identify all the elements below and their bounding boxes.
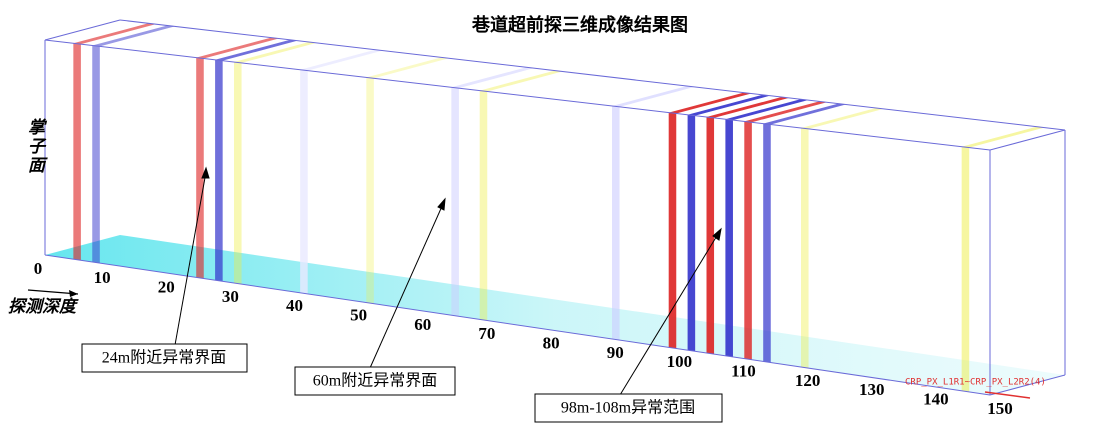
depth-tick-label: 140 — [923, 390, 949, 409]
depth-tick-label: 60 — [414, 315, 431, 334]
figure: 巷道超前探三维成像结果图 探测深度 0 10 20 30 40 50 60 70 80 90 100… — [0, 0, 1103, 424]
stripe — [801, 108, 884, 368]
stripe — [366, 57, 449, 303]
depth-tick-label: 90 — [607, 343, 624, 362]
depth-tick-label: 150 — [987, 399, 1013, 418]
stripe — [744, 101, 827, 359]
annotation: 60m附近异常界面 — [313, 372, 437, 390]
stripe — [962, 127, 1045, 392]
stripe — [451, 67, 534, 316]
depth-ticks: 0 10 20 30 40 50 60 70 80 90 100 110 120 130 140 150 — [34, 259, 1013, 418]
depth-tick-label: 10 — [94, 268, 111, 287]
stripe — [612, 86, 695, 340]
depth-tick-label: 110 — [731, 362, 756, 381]
edge — [45, 20, 120, 40]
depth-tick-label: 120 — [795, 371, 821, 390]
depth-tick-label: 20 — [158, 278, 175, 297]
page: 巷道超前探三维成像结果图 探测深度 0 10 20 30 40 50 60 70 80 90 100… — [0, 0, 1103, 424]
annotation: 24m附近异常界面 — [102, 349, 226, 367]
depth-tick-label: 0 — [34, 259, 43, 278]
stripe — [480, 71, 563, 321]
face-label: 掌子面 — [22, 118, 47, 175]
stripe — [73, 23, 156, 260]
depth-tick-label: 40 — [286, 296, 303, 315]
depth-tick-label: 100 — [667, 352, 693, 371]
profile-label: CRP_PX_L1R1~CRP_PX_L2R2(4) — [905, 378, 1046, 388]
depth-tick-label: 80 — [543, 334, 560, 353]
depth-tick-label: 50 — [350, 306, 367, 325]
depth-tick-label: 30 — [222, 287, 239, 306]
edge — [990, 130, 1065, 150]
edge — [45, 40, 990, 150]
depth-tick-label: 70 — [478, 324, 495, 343]
stripe — [92, 26, 175, 264]
title: 巷道超前探三维成像结果图 — [471, 14, 688, 36]
edge — [120, 20, 1065, 130]
depth-tick-label: 130 — [859, 380, 885, 399]
depth-label: 探测深度 — [8, 297, 79, 316]
stripe — [215, 40, 298, 282]
annotation: 98m-108m异常范围 — [561, 399, 695, 417]
edge — [45, 255, 990, 395]
